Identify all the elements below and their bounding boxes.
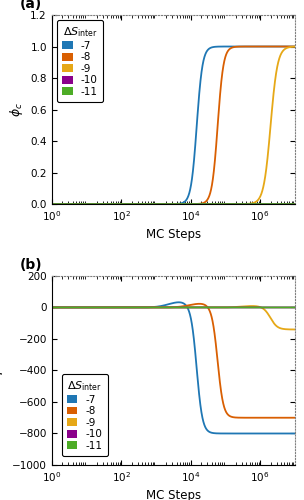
- X-axis label: MC Steps: MC Steps: [146, 489, 201, 500]
- X-axis label: MC Steps: MC Steps: [146, 228, 201, 241]
- Legend: -7, -8, -9, -10, -11: -7, -8, -9, -10, -11: [57, 20, 103, 102]
- Text: (a): (a): [20, 0, 42, 11]
- Y-axis label: $F$: $F$: [0, 366, 6, 375]
- Text: (b): (b): [20, 258, 43, 272]
- Legend: -7, -8, -9, -10, -11: -7, -8, -9, -10, -11: [62, 374, 108, 456]
- Y-axis label: $\phi_c$: $\phi_c$: [8, 102, 25, 117]
